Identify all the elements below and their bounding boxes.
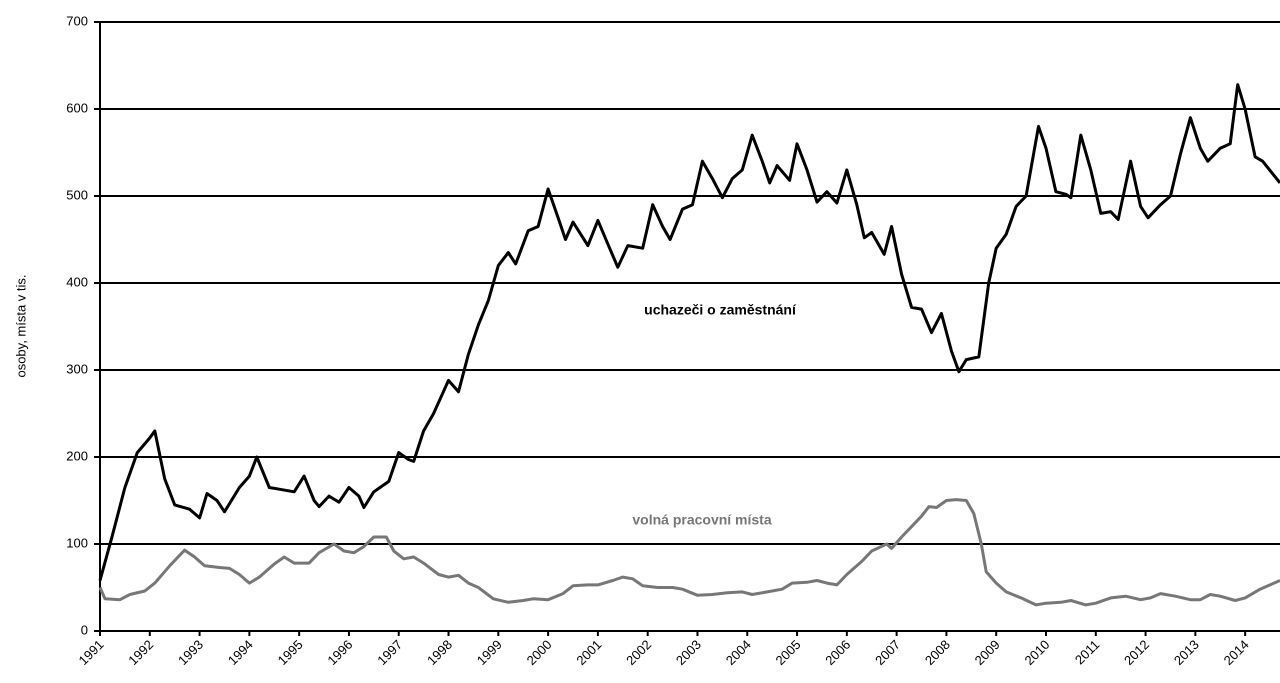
x-tick-label: 2002 xyxy=(623,637,654,668)
x-tick-label: 2013 xyxy=(1171,637,1202,668)
x-tick-label: 1997 xyxy=(374,637,405,668)
y-tick-label: 400 xyxy=(66,274,88,289)
x-tick-label: 2009 xyxy=(972,637,1003,668)
x-tick-label: 1992 xyxy=(125,637,156,668)
y-tick-label: 200 xyxy=(66,448,88,463)
x-tick-label: 2014 xyxy=(1221,637,1252,668)
x-tick-label: 2007 xyxy=(872,637,903,668)
x-tick-label: 2006 xyxy=(822,637,853,668)
series-line xyxy=(98,83,1280,581)
x-tick-label: 2011 xyxy=(1072,637,1102,667)
y-axis-label: osoby, místa v tis. xyxy=(13,274,28,377)
y-tick-label: 500 xyxy=(66,187,88,202)
series-label: uchazeči o zaměstnání xyxy=(644,302,797,318)
y-tick-label: 700 xyxy=(66,13,88,28)
y-tick-label: 100 xyxy=(66,535,88,550)
x-tick-label: 2012 xyxy=(1121,637,1152,668)
x-tick-label: 1994 xyxy=(225,637,256,668)
x-tick-label: 1996 xyxy=(324,637,355,668)
x-tick-label: 2010 xyxy=(1021,637,1052,668)
x-tick-label: 2005 xyxy=(773,637,804,668)
x-tick-label: 2000 xyxy=(524,637,555,668)
x-tick-label: 2008 xyxy=(922,637,953,668)
x-tick-label: 1995 xyxy=(275,637,306,668)
x-tick-label: 2003 xyxy=(673,637,704,668)
series-line xyxy=(98,498,1280,607)
x-tick-label: 1999 xyxy=(474,637,505,668)
x-tick-label: 2001 xyxy=(573,637,604,668)
y-tick-label: 600 xyxy=(66,100,88,115)
series-label: volná pracovní místa xyxy=(632,512,771,528)
x-tick-label: 1991 xyxy=(75,637,106,668)
x-tick-label: 1998 xyxy=(424,637,455,668)
x-tick-label: 2004 xyxy=(723,637,754,668)
y-tick-label: 300 xyxy=(66,361,88,376)
x-tick-label: 1993 xyxy=(175,637,206,668)
y-tick-label: 0 xyxy=(81,622,88,637)
